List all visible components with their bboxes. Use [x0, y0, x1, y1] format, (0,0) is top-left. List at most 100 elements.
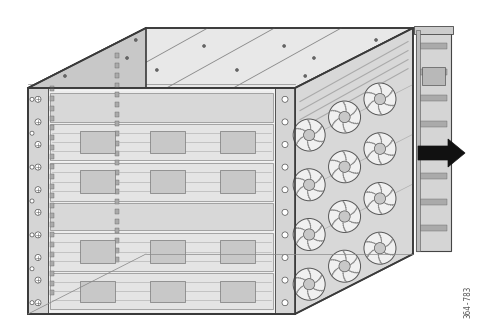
Bar — [115, 228, 119, 233]
Bar — [220, 281, 255, 302]
Bar — [49, 96, 54, 101]
Bar — [115, 190, 119, 195]
Bar — [414, 26, 453, 34]
Circle shape — [374, 93, 385, 104]
Bar — [420, 225, 447, 231]
Bar — [420, 69, 447, 75]
Polygon shape — [28, 88, 295, 314]
Bar — [49, 222, 54, 227]
Bar — [49, 261, 54, 266]
Circle shape — [35, 164, 41, 170]
Circle shape — [282, 277, 288, 283]
Bar — [80, 240, 115, 263]
Circle shape — [328, 151, 360, 183]
Bar — [115, 248, 119, 253]
Bar — [49, 86, 54, 91]
Circle shape — [282, 254, 288, 260]
Circle shape — [303, 279, 315, 290]
Circle shape — [30, 233, 34, 237]
Bar — [275, 88, 295, 314]
Bar — [416, 30, 451, 251]
Circle shape — [293, 119, 325, 151]
Bar — [50, 163, 273, 201]
Circle shape — [35, 141, 41, 148]
Circle shape — [364, 83, 396, 115]
Circle shape — [293, 268, 325, 300]
Circle shape — [339, 112, 350, 123]
Circle shape — [35, 232, 41, 238]
Polygon shape — [418, 139, 465, 167]
Bar — [115, 102, 119, 107]
Bar — [115, 209, 119, 214]
Bar — [49, 213, 54, 218]
Text: 364-783: 364-783 — [464, 286, 472, 318]
Bar — [49, 106, 54, 111]
Bar — [80, 281, 115, 302]
Bar — [49, 252, 54, 257]
Circle shape — [282, 164, 288, 170]
Bar — [49, 281, 54, 286]
Bar — [80, 170, 115, 193]
Circle shape — [30, 199, 34, 203]
Circle shape — [35, 254, 41, 260]
Circle shape — [30, 131, 34, 135]
Circle shape — [328, 201, 360, 233]
Circle shape — [374, 143, 385, 154]
Bar — [49, 232, 54, 237]
Bar — [49, 203, 54, 208]
Circle shape — [282, 187, 288, 193]
Bar — [28, 88, 48, 314]
Circle shape — [374, 39, 378, 42]
Bar — [220, 131, 255, 153]
Bar — [115, 73, 119, 78]
Bar — [50, 92, 273, 122]
Circle shape — [339, 211, 350, 222]
Bar — [420, 199, 447, 205]
Circle shape — [282, 300, 288, 306]
Bar — [115, 151, 119, 156]
Bar — [115, 131, 119, 136]
Circle shape — [63, 75, 66, 78]
Circle shape — [329, 101, 360, 133]
Circle shape — [303, 129, 315, 141]
Bar — [115, 141, 119, 146]
Circle shape — [293, 218, 325, 250]
Bar — [49, 242, 54, 247]
Bar — [115, 83, 119, 88]
Bar — [115, 199, 119, 204]
Bar — [49, 145, 54, 150]
Bar — [115, 63, 119, 68]
Bar — [115, 121, 119, 126]
Circle shape — [339, 161, 350, 172]
Circle shape — [282, 141, 288, 148]
Bar — [50, 124, 273, 160]
Bar — [115, 53, 119, 58]
Bar — [115, 257, 119, 262]
Circle shape — [134, 39, 137, 42]
Bar — [49, 174, 54, 179]
Bar — [115, 170, 119, 175]
Circle shape — [236, 69, 239, 72]
Bar — [49, 290, 54, 295]
Circle shape — [304, 75, 307, 78]
Bar — [115, 219, 119, 223]
Circle shape — [374, 243, 385, 254]
Bar — [49, 164, 54, 169]
Circle shape — [374, 193, 385, 204]
Bar — [115, 238, 119, 243]
Circle shape — [156, 69, 158, 72]
Bar — [115, 160, 119, 165]
Circle shape — [364, 133, 396, 165]
Bar — [115, 92, 119, 97]
Bar — [50, 233, 273, 271]
Bar — [49, 135, 54, 140]
Bar — [49, 271, 54, 276]
Circle shape — [282, 232, 288, 238]
Circle shape — [364, 182, 396, 214]
Bar — [49, 193, 54, 198]
Polygon shape — [28, 28, 413, 88]
Circle shape — [282, 96, 288, 102]
Polygon shape — [28, 28, 146, 314]
Circle shape — [35, 300, 41, 306]
Bar — [220, 240, 255, 263]
